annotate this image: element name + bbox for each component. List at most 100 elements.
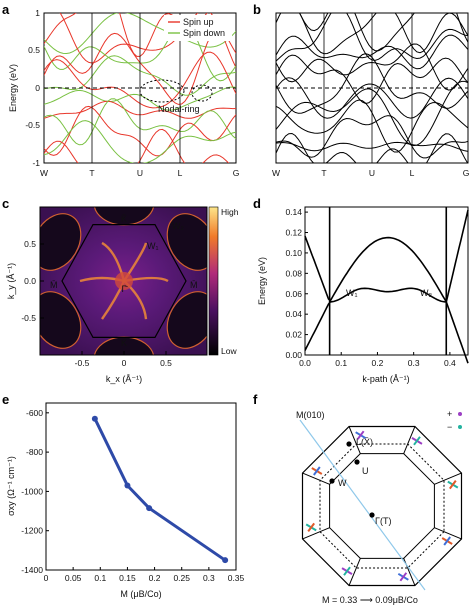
d-xtick-label: 0.4 xyxy=(444,358,456,368)
c-xtick-label: 0.5 xyxy=(160,358,172,368)
panel-d-ylabel: Energy (eV) xyxy=(257,257,267,305)
f-connector xyxy=(348,426,361,454)
panel-f-label-U: U xyxy=(362,466,369,476)
f-weyl-marker xyxy=(356,430,365,440)
panel-e-ylabel: σxy (Ω⁻¹ cm⁻¹) xyxy=(6,456,16,516)
d-ytick-label: 0.08 xyxy=(285,268,302,278)
d-ytick-label: 0.14 xyxy=(285,207,302,217)
e-xtick-label: 0.05 xyxy=(65,573,82,583)
e-xtick-label: 0.25 xyxy=(173,573,190,583)
panel-d-label-W2: W₂ xyxy=(420,288,432,298)
e-xtick-label: 0.35 xyxy=(228,573,245,583)
panel-c-ylabel: k_y (Å⁻¹) xyxy=(6,263,16,299)
e-ytick-label: -1200 xyxy=(21,526,43,536)
panel-a-ytick: 0.5 xyxy=(28,45,40,55)
f-weyl-marker xyxy=(443,536,451,546)
f-mirror-line xyxy=(299,419,426,591)
f-kpoint xyxy=(346,441,352,447)
d-band-upper xyxy=(304,209,469,305)
panel-a-xtick: U xyxy=(137,168,143,178)
panel-b-xtick: U xyxy=(369,168,375,178)
panel-f: f M(010) L(X̄) U W Γ(T) + − M = 0.33 ⟶ 0… xyxy=(253,392,463,605)
c-ytick-label: 0.0 xyxy=(24,276,36,286)
panel-c-label: c xyxy=(2,196,9,211)
panel-c-point-Mbar-right: M̄ xyxy=(190,280,198,290)
panel-f-label: f xyxy=(253,392,258,407)
f-connector xyxy=(302,527,330,540)
panel-a-ytick: 1 xyxy=(35,8,40,18)
d-xtick-label: 0.1 xyxy=(335,358,347,368)
e-xtick-label: 0.3 xyxy=(203,573,215,583)
panel-c-pattern xyxy=(40,207,207,355)
panel-b: b W T U L G xyxy=(253,2,470,178)
heatmap-pocket xyxy=(40,291,82,349)
d-ytick-label: 0.04 xyxy=(285,309,302,319)
d-ytick-label: 0.00 xyxy=(285,350,302,360)
e-series-line xyxy=(93,418,226,562)
panel-f-label-W: W xyxy=(338,478,347,488)
e-data-point xyxy=(124,482,131,489)
panel-d-xlabel: k-path (Å⁻¹) xyxy=(362,374,409,384)
f-legend-plus-dot xyxy=(458,412,462,416)
heatmap-pocket xyxy=(40,213,82,271)
panel-b-xtick: G xyxy=(463,168,470,178)
f-connector xyxy=(348,558,361,586)
e-data-point xyxy=(91,415,98,422)
panel-c-point-Mbar-left: M̄ xyxy=(50,280,58,290)
panel-a-xtick: L xyxy=(178,168,183,178)
e-ytick-label: -1400 xyxy=(21,565,43,575)
panel-c-xlabel: k_x (Å⁻¹) xyxy=(106,374,142,384)
panel-c-ticks: -0.5 0 0.5 -0.5 0.0 0.5 xyxy=(21,239,172,368)
e-xtick-label: 0.15 xyxy=(119,573,136,583)
panel-b-xtick: T xyxy=(321,168,326,178)
c-xtick-label: -0.5 xyxy=(75,358,90,368)
panel-d-label-W1: W₁ xyxy=(346,288,358,298)
panel-c-point-W2: W₂ xyxy=(172,221,184,231)
panel-c-point-Kbar-bottom: K̄ xyxy=(121,338,127,348)
panel-d-frame xyxy=(304,206,469,356)
panel-e-plot xyxy=(91,415,229,564)
f-kpoint xyxy=(329,478,335,484)
panel-e-label: e xyxy=(2,392,9,407)
f-weyl-marker xyxy=(413,436,421,446)
panel-a-ytick: -0.5 xyxy=(25,120,40,130)
f-kpoint xyxy=(369,512,375,518)
panel-f-legend-minus: − xyxy=(447,422,452,432)
panel-d-plot xyxy=(304,207,469,364)
f-weyl-marker xyxy=(343,566,351,576)
e-data-point xyxy=(146,505,153,512)
f-octagon-dotted xyxy=(319,443,445,569)
d-xtick-label: 0.2 xyxy=(372,358,384,368)
f-weyl-marker xyxy=(449,480,457,490)
f-octagon-outer xyxy=(301,425,463,587)
band-line xyxy=(44,120,236,163)
f-connector xyxy=(434,527,462,540)
e-xtick-label: 0.2 xyxy=(149,573,161,583)
panel-c-brillouin-hexagon xyxy=(61,224,187,338)
panel-a-ytick: -1 xyxy=(32,158,40,168)
f-connector xyxy=(434,472,462,485)
f-legend-minus-dot xyxy=(458,425,462,429)
f-connector xyxy=(403,426,416,454)
e-ytick-label: -1000 xyxy=(21,486,43,496)
d-band-lower xyxy=(304,287,469,364)
panel-a-ytick: 0 xyxy=(35,83,40,93)
panel-f-label-M010: M(010) xyxy=(296,410,325,420)
e-xtick-label: 0 xyxy=(44,573,49,583)
panel-c-point-Kbar-top: K̄ xyxy=(121,214,127,224)
d-ytick-label: 0.06 xyxy=(285,289,302,299)
panel-f-label-Gamma: Γ(T) xyxy=(375,516,391,526)
e-ytick-label: -800 xyxy=(26,447,43,457)
e-ytick-label: -600 xyxy=(26,408,43,418)
panel-a-legend-bg xyxy=(164,15,232,41)
panel-b-xtick: W xyxy=(272,168,280,178)
panel-a-legend-spin-up: Spin up xyxy=(183,17,214,27)
panel-e-xlabel: M (μB/Co) xyxy=(120,589,161,599)
d-xtick-label: 0.0 xyxy=(299,358,311,368)
panel-d: d W₁ W₂ Energy (eV) k-path (Å⁻¹) 0.0 0.1 0… xyxy=(253,196,469,384)
panel-c: c K̄ W₂ W₁ Γ̄ M̄ M̄ K̄ High Low k_y (Å⁻¹… xyxy=(2,196,239,384)
panel-a-nodal-ring-marker xyxy=(139,79,185,103)
f-weyl-marker xyxy=(399,572,408,582)
panel-a-nodal-ring-label: Nodal-ring xyxy=(158,104,200,114)
panel-e: e σxy (Ω⁻¹ cm⁻¹) M (μB/Co) 0 0.05 0.1 0.15 0… xyxy=(2,392,245,599)
